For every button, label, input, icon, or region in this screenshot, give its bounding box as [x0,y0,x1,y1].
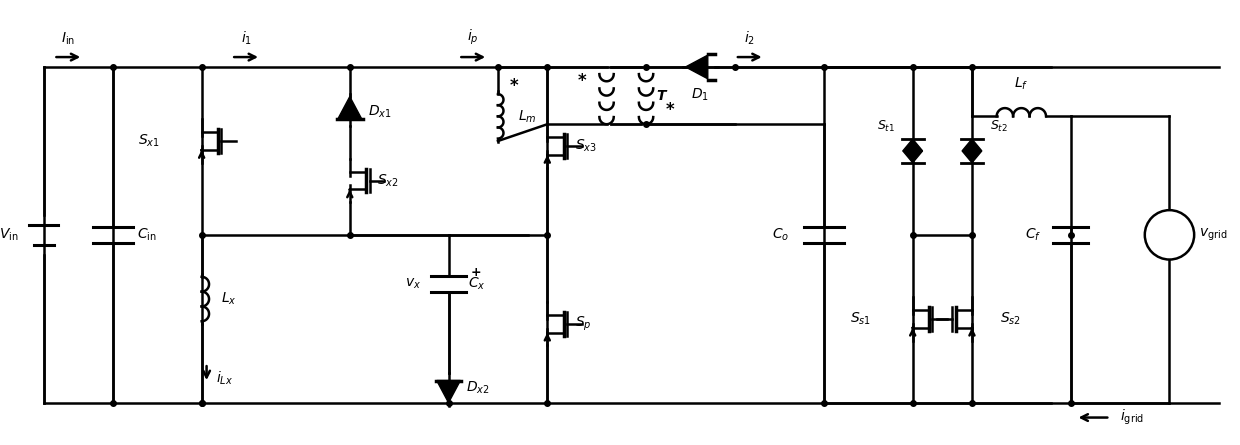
Text: $L_f$: $L_f$ [1014,75,1028,92]
Text: $S_{s1}$: $S_{s1}$ [851,311,872,327]
Text: *: * [578,72,587,90]
Text: $v_x$: $v_x$ [404,277,420,291]
Circle shape [1145,210,1194,259]
Polygon shape [962,151,982,163]
Text: *: * [666,101,675,119]
Polygon shape [339,97,362,119]
Text: $S_{x3}$: $S_{x3}$ [575,138,596,154]
Text: $v_{\mathrm{grid}}$: $v_{\mathrm{grid}}$ [1199,227,1228,243]
Polygon shape [962,139,982,151]
Text: $S_{x1}$: $S_{x1}$ [139,133,160,149]
Text: T: T [656,89,666,103]
Text: $I_{\mathrm{in}}$: $I_{\mathrm{in}}$ [61,31,76,47]
Text: $i_{Lx}$: $i_{Lx}$ [217,369,233,387]
Text: $V_{\mathrm{in}}$: $V_{\mathrm{in}}$ [0,227,19,243]
Text: $S_p$: $S_p$ [575,315,591,333]
Text: $i_2$: $i_2$ [744,30,755,47]
Text: $C_f$: $C_f$ [1024,227,1042,243]
Text: *: * [510,77,518,95]
Text: $S_{t2}$: $S_{t2}$ [990,119,1008,134]
Text: $S_{x2}$: $S_{x2}$ [377,172,399,189]
Text: $i_p$: $i_p$ [467,28,479,47]
Text: $C_{\mathrm{in}}$: $C_{\mathrm{in}}$ [138,227,157,243]
Text: $L_x$: $L_x$ [222,291,237,307]
Text: $D_1$: $D_1$ [692,87,709,103]
Polygon shape [903,151,923,163]
Polygon shape [903,139,923,151]
Text: $D_{x1}$: $D_{x1}$ [367,103,392,120]
Text: $i_1$: $i_1$ [241,30,252,47]
Polygon shape [436,380,460,403]
Text: $C_x$: $C_x$ [469,276,486,292]
Text: $S_{t1}$: $S_{t1}$ [877,119,895,134]
Text: $L_m$: $L_m$ [517,108,536,125]
Text: $i_{\mathrm{grid}}$: $i_{\mathrm{grid}}$ [1120,408,1145,427]
Polygon shape [686,55,708,79]
Text: $D_{x2}$: $D_{x2}$ [466,380,490,396]
Text: $C_o$: $C_o$ [773,227,789,243]
Text: +: + [470,266,481,279]
Text: $S_{s2}$: $S_{s2}$ [999,311,1021,327]
